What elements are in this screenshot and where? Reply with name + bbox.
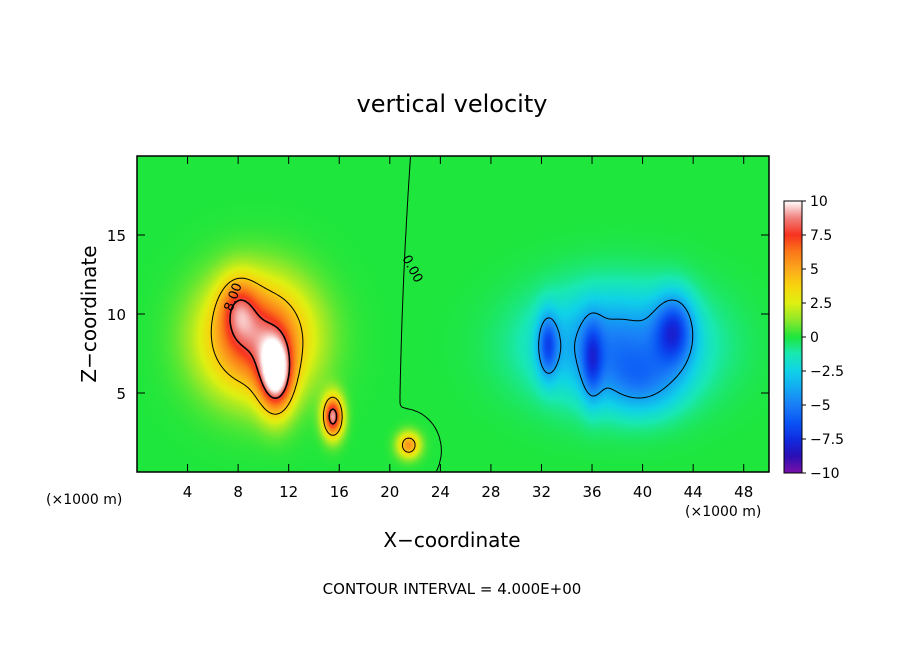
plot-area	[136, 155, 770, 473]
contour-level	[538, 299, 694, 399]
y-axis-ticks: 5 10 15	[107, 227, 769, 403]
x-tick-label: 32	[532, 483, 551, 501]
chart-title: vertical velocity	[357, 90, 548, 118]
colorbar-tick-label: 2.5	[810, 296, 832, 312]
colorbar: 10 7.5 5 2.5 0 −2.5 −5 −7.5 −10	[783, 194, 844, 482]
x-axis-label: X−coordinate	[383, 528, 520, 552]
contour-level	[210, 277, 416, 453]
colorbar-tick-label: −2.5	[810, 364, 844, 380]
contour-interval-note: CONTOUR INTERVAL = 4.000E+00	[323, 580, 582, 598]
y-axis-label: Z−coordinate	[77, 245, 101, 382]
x-tick-label: 24	[431, 483, 450, 501]
colorbar-tick-label: −5	[810, 398, 831, 414]
y-tick-label: 5	[116, 385, 126, 403]
colorbar-ramp	[784, 201, 802, 473]
x-tick-label: 44	[684, 483, 703, 501]
colorbar-tick-label: 0	[810, 330, 819, 346]
heatmap-field	[137, 156, 769, 472]
contour-level	[399, 156, 442, 472]
contour-lines	[210, 156, 694, 472]
x-unit-right: (×1000 m)	[685, 504, 761, 520]
x-tick-label: 8	[233, 483, 243, 501]
colorbar-tick-label: −7.5	[810, 432, 844, 448]
x-tick-label: 36	[582, 483, 601, 501]
y-tick-label: 10	[107, 306, 126, 324]
x-tick-label: 28	[481, 483, 500, 501]
x-tick-label: 12	[279, 483, 298, 501]
x-axis-ticks: 4 8 12 16 20 24 28 32 36 40 44 48	[183, 156, 753, 501]
colorbar-tick-label: 10	[810, 194, 828, 210]
x-tick-label: 16	[330, 483, 349, 501]
x-unit-left: (×1000 m)	[46, 492, 122, 508]
colorbar-tick-label: 7.5	[810, 228, 832, 244]
colorbar-ticks: 10 7.5 5 2.5 0 −2.5 −5 −7.5 −10	[802, 194, 844, 482]
x-tick-label: 40	[633, 483, 652, 501]
x-tick-label: 20	[380, 483, 399, 501]
y-tick-label: 15	[107, 227, 126, 245]
contour-level	[229, 299, 338, 425]
x-tick-label: 4	[183, 483, 193, 501]
x-tick-label: 48	[734, 483, 753, 501]
colorbar-tick-label: −10	[810, 466, 840, 482]
colorbar-tick-label: 5	[810, 262, 819, 278]
